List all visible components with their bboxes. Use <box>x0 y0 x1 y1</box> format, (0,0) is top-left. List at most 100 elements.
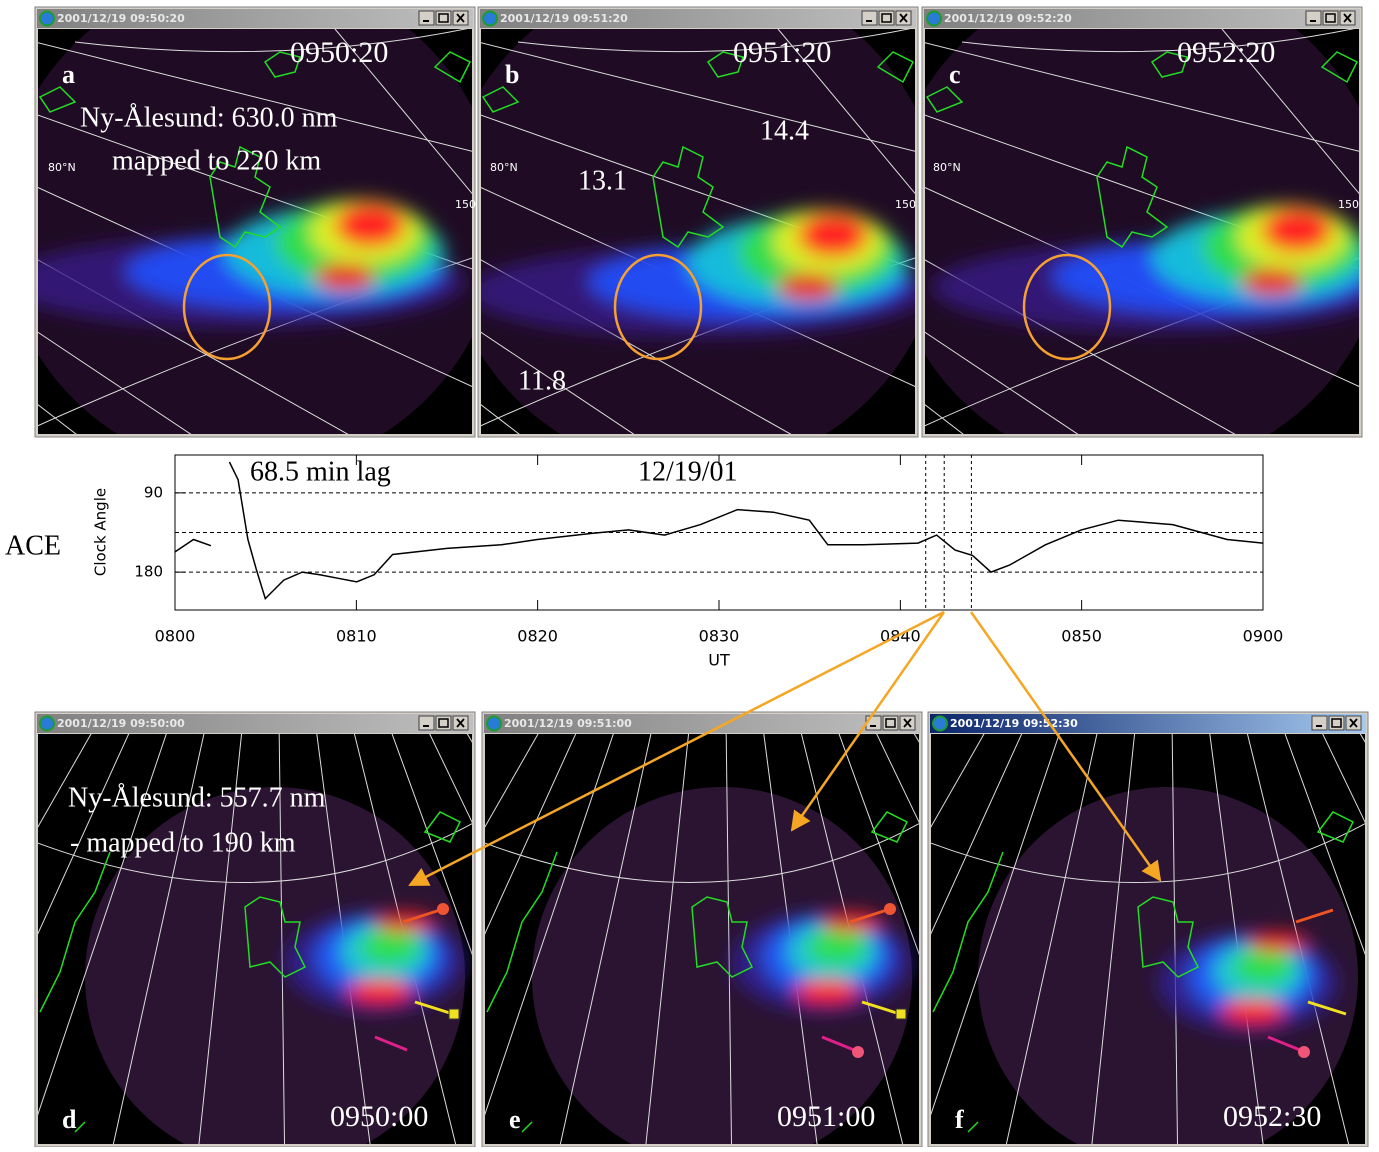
window-title: 2001/12/19 09:52:30 <box>950 717 1078 730</box>
x-tick-label: 0810 <box>336 627 377 646</box>
button-glyph <box>456 718 465 728</box>
title-bar <box>924 9 1360 28</box>
coastline <box>932 811 1355 1133</box>
image-label: 150 <box>895 198 916 211</box>
window-button-min[interactable] <box>1305 10 1322 26</box>
aurora <box>481 210 915 337</box>
grid-arc <box>931 823 1365 883</box>
image <box>38 734 472 1144</box>
aurora-blob <box>335 203 405 247</box>
grid-line <box>485 734 577 935</box>
marker-line <box>1295 908 1334 924</box>
title-bar <box>37 714 473 733</box>
aurora-blob <box>1248 932 1308 952</box>
title-bar <box>484 714 920 733</box>
y-axis-label: Clock Angle <box>92 488 110 576</box>
coastline <box>38 51 472 113</box>
grid-line <box>481 404 520 434</box>
window-button-min[interactable] <box>861 10 878 26</box>
image-label: 80°N <box>933 161 961 174</box>
button-glyph <box>1343 13 1352 23</box>
image-label: - mapped to 190 km <box>70 827 296 858</box>
aurora <box>285 912 465 1012</box>
coastline <box>39 811 462 1133</box>
time-label: 0950:00 <box>330 1100 428 1133</box>
window-title: 2001/12/19 09:50:00 <box>57 717 185 730</box>
window-title: 2001/12/19 09:50:20 <box>57 12 185 25</box>
coastline <box>652 145 725 249</box>
aurora-blob <box>1221 1000 1285 1024</box>
grid-line <box>931 734 985 828</box>
marker-square <box>895 1008 907 1020</box>
grid-arc <box>1221 29 1359 195</box>
highlight-ellipse <box>613 253 703 361</box>
coastline <box>481 51 915 113</box>
image-label: mapped to 220 km <box>112 145 321 176</box>
marker-line <box>861 1000 901 1016</box>
grid-arc <box>961 29 1355 53</box>
aurora <box>38 200 465 327</box>
grid-line <box>353 734 457 1144</box>
window-button-min[interactable] <box>1311 715 1328 731</box>
window-icon <box>932 715 948 732</box>
grid-line <box>38 331 192 434</box>
title-bar <box>480 9 916 28</box>
window-button-min[interactable] <box>418 10 435 26</box>
window-icon <box>39 715 55 732</box>
time-label: 0951:00 <box>777 1100 875 1133</box>
marker-dot <box>852 1046 864 1058</box>
grid-line <box>38 42 472 152</box>
grid-line <box>481 331 635 434</box>
aurora <box>932 205 1359 332</box>
marker-line <box>1267 1035 1301 1052</box>
aurora-blob <box>778 273 838 301</box>
aurora-blob <box>798 213 868 257</box>
window: 2001/12/19 09:52:30 f 0952:30 <box>927 711 1369 1148</box>
image-label: Ny-Ålesund: 630.0 nm <box>80 102 338 133</box>
grid-line <box>800 734 904 1144</box>
arrow <box>790 611 946 832</box>
button-glyph <box>1331 718 1342 728</box>
panel-letter: b <box>505 60 519 89</box>
x-tick-label: 0900 <box>1243 627 1284 646</box>
panel-letter: d <box>62 1105 77 1134</box>
image <box>38 29 472 434</box>
grid-arc <box>485 823 919 883</box>
window-button-min[interactable] <box>418 715 435 731</box>
grid-line <box>1246 734 1350 1144</box>
marker-dot <box>437 903 449 915</box>
field-of-view <box>481 29 915 434</box>
image <box>485 734 919 1144</box>
grid-arc <box>334 29 472 195</box>
x-axis-label: UT <box>708 651 730 670</box>
aurora <box>1158 932 1338 1032</box>
window: 2001/12/19 09:50:20 a 0950:20 Ny-Ålesund: 6… <box>34 6 476 438</box>
grid-line <box>198 734 243 1144</box>
window-title: 2001/12/19 09:52:20 <box>944 12 1072 25</box>
window: 2001/12/19 09:50:00 d 0950:00 Ny-Ålesund: 5… <box>34 711 476 1148</box>
marker-dot <box>1298 1046 1310 1058</box>
grid-line <box>559 734 652 1144</box>
marker-line <box>821 1035 855 1052</box>
x-tick-label: 0830 <box>699 627 740 646</box>
side-label: ACE <box>5 530 61 561</box>
title-bar <box>930 714 1366 733</box>
grid-line <box>925 42 1359 152</box>
aurora-blob <box>1262 208 1332 252</box>
grid-line <box>1005 734 1098 1144</box>
button-glyph <box>903 718 912 728</box>
window-button-min[interactable] <box>865 715 882 731</box>
window-icon <box>486 715 502 732</box>
grid-line <box>838 734 919 956</box>
coastline <box>691 896 754 978</box>
marker-line <box>374 1035 408 1052</box>
grid-line <box>931 734 1060 1116</box>
x-tick-label: 0800 <box>155 627 196 646</box>
grid-line <box>391 734 472 956</box>
highlight-ellipse <box>182 253 272 361</box>
button-glyph <box>1349 718 1358 728</box>
grid-line <box>931 734 1023 935</box>
arrow <box>969 611 1162 882</box>
